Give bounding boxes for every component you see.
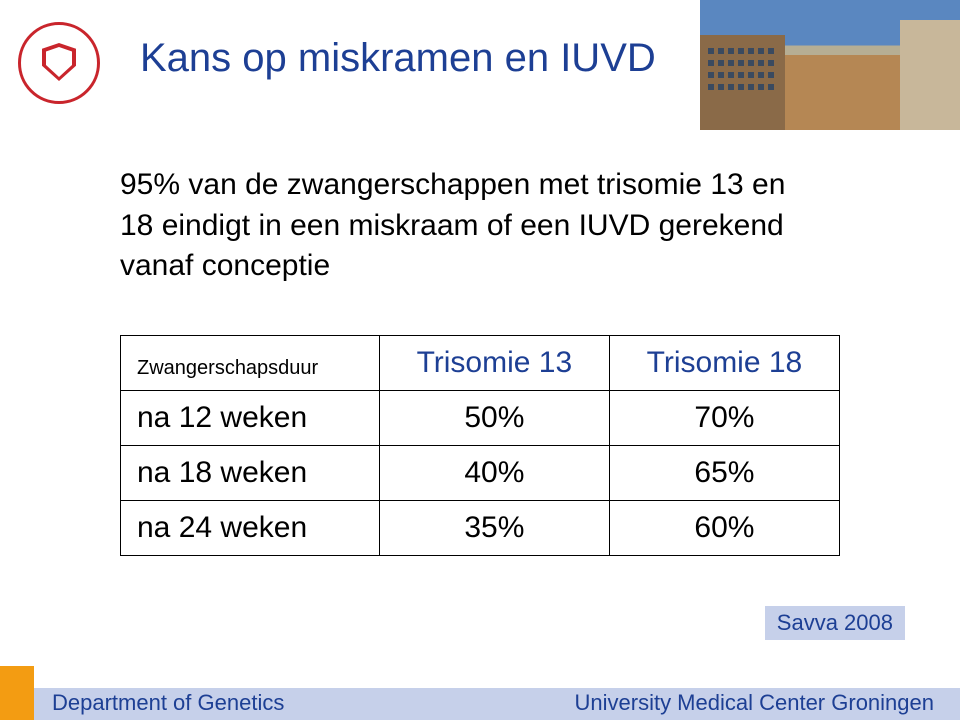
table-row: na 12 weken 50% 70% [121, 391, 840, 446]
table-header-row: Zwangerschapsduur Trisomie 13 Trisomie 1… [121, 336, 840, 391]
body-line: 95% van de zwangerschappen met trisomie … [120, 165, 905, 206]
cell: 70% [609, 391, 839, 446]
body-text: 95% van de zwangerschappen met trisomie … [120, 165, 905, 287]
table-row: na 24 weken 35% 60% [121, 501, 840, 556]
university-logo [18, 22, 100, 104]
cell: 40% [379, 446, 609, 501]
footer-university: University Medical Center Groningen [575, 690, 935, 716]
header-photo [700, 0, 960, 130]
row-label: na 18 weken [121, 446, 380, 501]
row-label: na 24 weken [121, 501, 380, 556]
column-header: Trisomie 18 [609, 336, 839, 391]
table-row: na 18 weken 40% 65% [121, 446, 840, 501]
body-line: 18 eindigt in een miskraam of een IUVD g… [120, 206, 905, 247]
cell: 35% [379, 501, 609, 556]
footer: Department of Genetics University Medica… [0, 666, 960, 720]
column-header: Trisomie 13 [379, 336, 609, 391]
cell: 65% [609, 446, 839, 501]
slide-title: Kans op miskramen en IUVD [140, 36, 656, 81]
shield-icon [42, 43, 76, 81]
body-line: vanaf conceptie [120, 246, 905, 287]
data-table: Zwangerschapsduur Trisomie 13 Trisomie 1… [120, 335, 840, 556]
footer-accent-bar [0, 666, 34, 720]
cell: 50% [379, 391, 609, 446]
citation-badge: Savva 2008 [765, 606, 905, 640]
slide: Kans op miskramen en IUVD 95% van de zwa… [0, 0, 960, 720]
footer-department: Department of Genetics [52, 690, 284, 716]
cell: 60% [609, 501, 839, 556]
corner-header: Zwangerschapsduur [121, 336, 380, 391]
row-label: na 12 weken [121, 391, 380, 446]
